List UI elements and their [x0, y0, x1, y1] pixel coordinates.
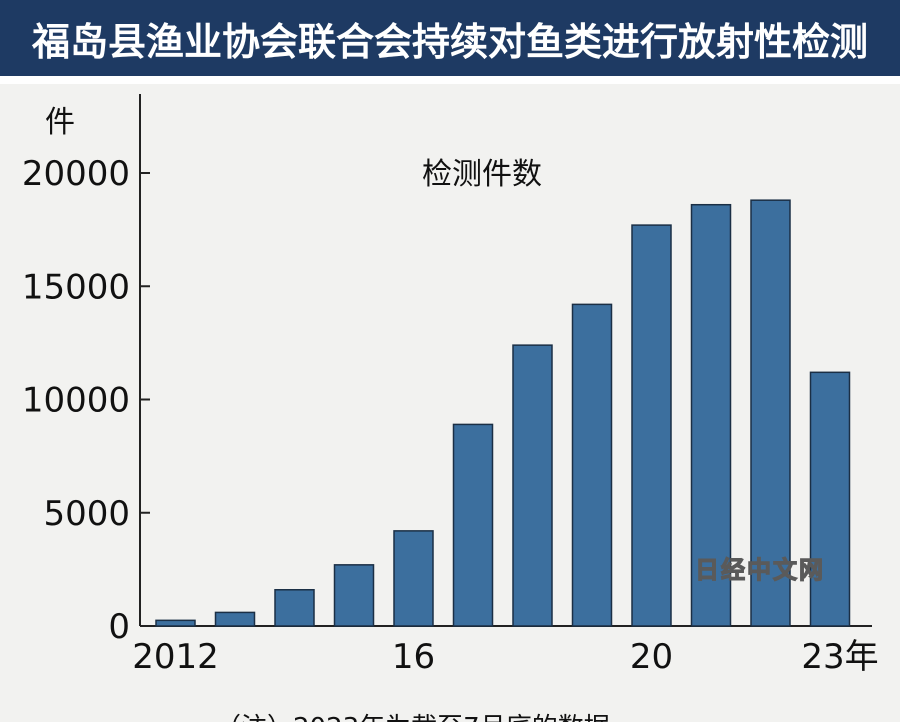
chart-title: 检测件数 — [422, 157, 542, 192]
bar-2022 — [750, 199, 791, 627]
bar-2020 — [631, 224, 672, 627]
footnote: （注）2023年为截至7月底的数据 — [215, 713, 610, 722]
chart-axes — [139, 94, 872, 627]
title-bar: 福岛县渔业协会联合会持续对鱼类进行放射性检测 — [0, 0, 900, 84]
x-tick-label: 16 — [392, 637, 435, 677]
bar-2014 — [274, 589, 315, 627]
bar-2018 — [512, 344, 553, 627]
bar-2023 — [809, 371, 851, 627]
chart-bars — [155, 199, 851, 627]
y-tick-label: 5000 — [43, 494, 130, 534]
y-axis-unit-label: 件 — [45, 105, 75, 140]
y-tick-label: 0 — [108, 607, 130, 647]
bar-2017 — [452, 423, 494, 627]
bar-2016 — [393, 530, 434, 627]
x-tick-label: 23年 — [801, 637, 878, 677]
bar-chart: 0 5000 10000 15000 20000 2012 16 20 23年 检测件数 件 日… — [22, 94, 879, 722]
chart-labels: 0 5000 10000 15000 20000 2012 16 20 23年 — [22, 154, 879, 677]
x-tick-label: 2012 — [132, 637, 219, 677]
bar-2015 — [333, 564, 375, 627]
y-tick-label: 15000 — [22, 267, 130, 307]
bar-2012 — [155, 619, 196, 627]
page-title: 福岛县渔业协会联合会持续对鱼类进行放射性检测 — [31, 19, 868, 64]
y-tick-label: 10000 — [22, 381, 130, 421]
watermark-text: 日经中文网 — [695, 556, 825, 584]
x-tick-label: 20 — [630, 637, 673, 677]
y-tick-label: 20000 — [22, 154, 130, 194]
bar-2021 — [690, 203, 732, 627]
bar-2013 — [214, 611, 256, 627]
bar-2019 — [571, 303, 613, 627]
